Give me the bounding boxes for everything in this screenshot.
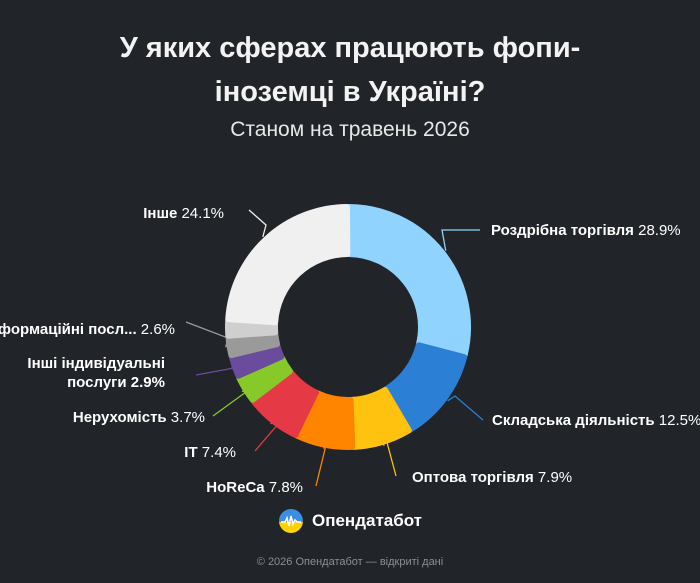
slice-leader-line-4 [254,422,281,452]
slice-label-6: Інші індивідуальні послуги 2.9% [27,355,165,391]
chart-title: У яких сферах працюють фопи- іноземці в … [0,26,700,114]
slice-label-7: Інформаційні посл... 2.6% [0,321,175,338]
slice-label-1: Складська діяльність 12.5% [492,412,700,429]
slice-leader-line-3 [315,444,327,487]
chart-title-line-2: іноземці в Україні? [214,76,486,108]
slice-leader-line-2 [383,434,397,477]
slice-label-3: HoReCa 7.8% [206,479,303,496]
slice-leader-line-5 [212,390,248,417]
slice-leader-line-6 [195,367,235,376]
donut-slice-9[interactable] [225,204,351,326]
chart-title-line-1: У яких сферах працюють фопи- [119,32,581,64]
slice-leader-line-1 [447,395,484,421]
slice-label-5: Нерухомість 3.7% [73,409,205,426]
chart-subtitle: Станом на травень 2026 [230,118,470,141]
brand: Опендатабот [0,508,700,534]
slice-label-0: Роздрібна торгівля 28.9% [491,222,681,239]
donut-slice-0[interactable] [345,204,471,359]
opendatabot-logo-icon [278,509,303,533]
slice-leader-line-9 [248,209,267,238]
slice-label-9: Інше 24.1% [143,205,224,222]
slice-leader-line-7 [185,321,229,348]
slice-leader-line-0 [441,229,480,251]
brand-name: Опендатабот [311,511,423,530]
slice-label-4: IT 7.4% [184,444,236,461]
slice-label-2: Оптова торгівля 7.9% [412,469,572,486]
footer-copyright: © 2026 Опендатабот — відкриті дані [256,556,444,568]
